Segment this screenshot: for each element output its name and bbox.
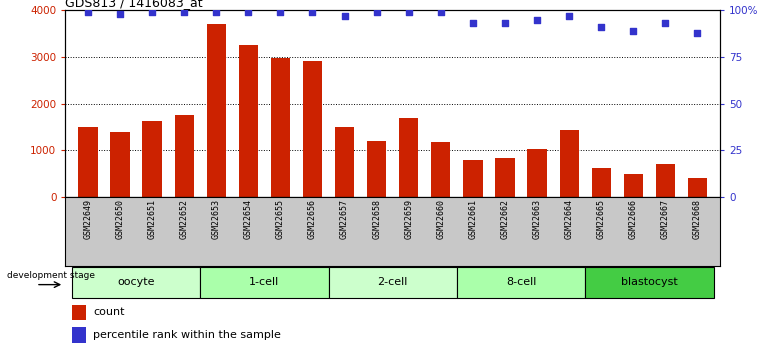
Bar (624, 174, 643, 197)
Bar (72, 327, 86, 343)
Text: 2-cell: 2-cell (377, 277, 408, 287)
Point (242, 9, 254, 15)
Text: GSM22655: GSM22655 (276, 199, 285, 239)
Bar (591, 168, 611, 197)
Bar (399, 118, 418, 197)
Text: GSM22656: GSM22656 (308, 199, 317, 239)
Text: GSM22650: GSM22650 (116, 199, 125, 239)
Text: blastocyst: blastocyst (621, 277, 678, 287)
Point (531, 17, 543, 22)
Text: GSM22654: GSM22654 (244, 199, 253, 239)
Bar (72, 267, 200, 298)
Text: GSM22668: GSM22668 (693, 199, 702, 239)
Text: GSM22667: GSM22667 (661, 199, 670, 239)
Bar (367, 141, 387, 197)
Text: 8-cell: 8-cell (506, 277, 536, 287)
Bar (271, 58, 290, 197)
Text: GDS813 / 1416083_at: GDS813 / 1416083_at (65, 0, 203, 9)
Text: GSM22663: GSM22663 (533, 199, 541, 239)
Text: GSM22661: GSM22661 (468, 199, 477, 239)
Point (274, 9, 286, 15)
Text: GSM22666: GSM22666 (629, 199, 638, 239)
Point (403, 9, 415, 15)
Bar (560, 130, 579, 197)
Point (595, 24, 608, 30)
Text: GSM22652: GSM22652 (179, 199, 189, 239)
Bar (656, 164, 675, 197)
Text: GSM22658: GSM22658 (372, 199, 381, 239)
Bar (329, 267, 457, 298)
Bar (585, 267, 714, 298)
Point (178, 9, 190, 15)
Bar (464, 160, 483, 197)
Point (370, 9, 383, 15)
Point (659, 21, 671, 26)
Bar (175, 115, 194, 197)
Text: GSM22662: GSM22662 (500, 199, 510, 239)
Point (691, 30, 704, 36)
Bar (72, 305, 86, 320)
Point (338, 13, 350, 19)
Point (210, 9, 223, 15)
Bar (303, 61, 322, 197)
Point (563, 13, 575, 19)
Bar (239, 45, 258, 197)
Text: GSM22659: GSM22659 (404, 199, 413, 239)
Bar (688, 178, 707, 197)
Point (114, 11, 126, 17)
Text: 1-cell: 1-cell (249, 277, 280, 287)
Text: count: count (93, 307, 125, 317)
Bar (335, 127, 354, 197)
Point (146, 9, 159, 15)
Text: GSM22665: GSM22665 (597, 199, 606, 239)
Bar (206, 24, 226, 197)
Point (82, 9, 94, 15)
Bar (527, 149, 547, 197)
Text: development stage: development stage (6, 271, 95, 280)
Text: GSM22653: GSM22653 (212, 199, 221, 239)
Bar (200, 267, 329, 298)
Bar (495, 158, 514, 197)
Bar (431, 142, 450, 197)
Point (627, 28, 639, 33)
Point (434, 9, 447, 15)
Bar (142, 121, 162, 197)
Text: GSM22657: GSM22657 (340, 199, 349, 239)
Point (306, 9, 319, 15)
Text: percentile rank within the sample: percentile rank within the sample (93, 330, 281, 340)
Bar (457, 267, 585, 298)
Text: GSM22649: GSM22649 (83, 199, 92, 239)
Text: GSM22651: GSM22651 (148, 199, 156, 239)
Point (499, 21, 511, 26)
Text: oocyte: oocyte (117, 277, 155, 287)
Bar (110, 132, 129, 197)
Text: GSM22660: GSM22660 (437, 199, 445, 239)
Point (467, 21, 479, 26)
Bar (79, 127, 98, 197)
Text: GSM22664: GSM22664 (564, 199, 574, 239)
